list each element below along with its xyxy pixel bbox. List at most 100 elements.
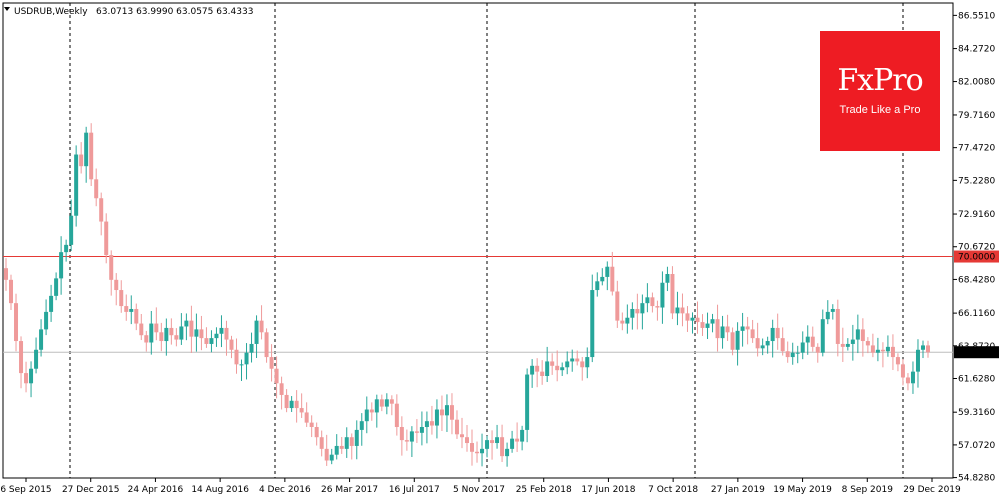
candle-body <box>755 338 760 349</box>
candle-body <box>174 335 179 340</box>
candle-body <box>84 132 89 167</box>
candle-body <box>745 326 750 330</box>
x-tick-label: 14 Aug 2016 <box>191 485 249 495</box>
candle-body <box>655 306 660 308</box>
candle-body <box>695 317 700 323</box>
candle-body <box>204 338 209 344</box>
candle-body <box>79 154 84 167</box>
candle-body <box>169 327 174 336</box>
x-tick-label: 25 Feb 2018 <box>516 485 572 495</box>
candle-body <box>875 349 880 353</box>
candle-body <box>820 319 825 353</box>
x-tick-label: 4 Dec 2016 <box>259 485 311 495</box>
candle-body <box>339 445 344 449</box>
candle-body <box>465 437 469 444</box>
x-tick-label: 27 Jan 2019 <box>711 485 765 495</box>
candle-body <box>805 336 810 343</box>
candle-body <box>129 308 134 312</box>
candle-body <box>214 333 219 339</box>
y-tick-label: 82.0080 <box>958 78 995 88</box>
y-tick-label: 59.3160 <box>958 408 995 418</box>
candle-body <box>810 336 815 347</box>
candle-body <box>144 335 149 343</box>
candle-body <box>419 427 424 433</box>
candle-body <box>19 341 24 374</box>
candle-body <box>485 440 490 449</box>
candle-body <box>850 339 855 344</box>
y-tick-label: 68.4280 <box>958 275 995 285</box>
candle-body <box>490 440 495 444</box>
candle-body <box>74 154 79 216</box>
candle-body <box>515 438 520 442</box>
candle-body <box>259 320 264 333</box>
candle-body <box>149 323 154 343</box>
candle-body <box>895 357 900 365</box>
candle-body <box>294 400 299 409</box>
candle-body <box>39 329 44 350</box>
y-tick-label: 61.6280 <box>958 375 995 385</box>
current-price-label: 63.4333 <box>958 348 995 358</box>
candle-body <box>505 448 510 457</box>
candle-body <box>4 268 8 280</box>
candle-body <box>89 132 94 180</box>
candle-body <box>750 329 755 339</box>
candle-body <box>480 448 485 454</box>
candle-body <box>394 403 399 428</box>
candle-body <box>189 320 194 337</box>
candle-body <box>14 303 19 342</box>
candle-body <box>29 368 34 384</box>
candle-body <box>590 290 595 358</box>
candle-body <box>434 409 439 426</box>
candle-body <box>154 323 159 333</box>
candle-body <box>625 317 630 324</box>
candle-body <box>184 320 189 327</box>
candle-body <box>715 319 720 339</box>
candle-body <box>329 454 334 461</box>
candle-body <box>364 409 369 422</box>
candle-body <box>64 244 69 253</box>
x-tick-label: 24 Apr 2016 <box>128 485 184 495</box>
candle-body <box>309 422 314 428</box>
candle-body <box>565 361 570 368</box>
candle-body <box>770 327 775 342</box>
candle-body <box>114 279 119 291</box>
candle-body <box>9 279 14 304</box>
x-tick-label: 8 Sep 2019 <box>842 485 894 495</box>
candle-body <box>635 308 640 314</box>
candle-body <box>670 274 675 314</box>
x-tick-label: 17 Jun 2018 <box>581 485 635 495</box>
candle-body <box>740 326 745 331</box>
candle-body <box>289 400 294 409</box>
candle-body <box>24 373 29 384</box>
candle-body <box>680 307 685 314</box>
candle-body <box>374 399 379 413</box>
candle-body <box>279 383 284 395</box>
x-tick-label: 7 Oct 2018 <box>648 485 698 495</box>
symbol-dropdown-icon[interactable] <box>4 7 10 11</box>
candle-body <box>905 377 910 384</box>
logo-tagline: Trade Like a Pro <box>839 104 921 116</box>
y-tick-label: 70.6720 <box>958 243 995 253</box>
brand-logo: FxPro Trade Like a Pro <box>820 31 940 151</box>
candle-body <box>700 322 705 328</box>
candle-body <box>224 327 229 340</box>
candle-body <box>885 346 890 352</box>
candle-body <box>645 297 650 304</box>
candle-body <box>510 438 515 449</box>
candle-body <box>815 346 820 353</box>
candle-body <box>575 358 580 362</box>
symbol-label: USDRUB,Weekly <box>14 7 88 17</box>
candle-body <box>585 357 590 368</box>
candle-body <box>199 329 204 339</box>
candle-body <box>334 445 339 455</box>
candle-body <box>520 429 525 442</box>
candle-body <box>389 399 394 404</box>
candle-body <box>159 332 164 342</box>
candle-body <box>424 421 429 428</box>
candle-body <box>314 427 319 438</box>
candle-body <box>239 364 244 366</box>
candle-body <box>269 357 274 369</box>
y-tick-label: 57.0720 <box>958 441 995 451</box>
